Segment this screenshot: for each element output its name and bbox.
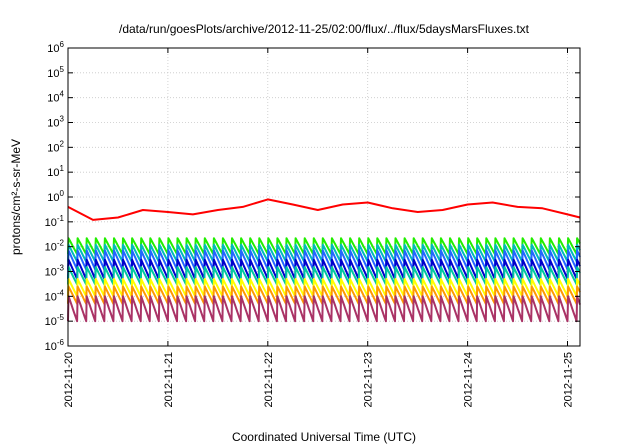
x-tick-label: 2012-11-21: [163, 352, 175, 407]
y-tick-label: 105: [47, 65, 64, 80]
y-tick-label: 106: [47, 40, 64, 55]
series-line-1: [67, 198, 581, 221]
y-tick-label: 100: [47, 189, 64, 204]
y-tick-label: 10-2: [45, 239, 65, 254]
x-tick-label: 2012-11-25: [563, 352, 575, 407]
y-tick-label: 10-1: [45, 214, 65, 229]
series-group: [67, 198, 581, 323]
series-line-9: [67, 295, 581, 323]
y-tick-label: 102: [47, 139, 64, 154]
x-tick-label: 2012-11-24: [463, 352, 475, 407]
chart-title: /data/run/goesPlots/archive/2012-11-25/0…: [119, 22, 530, 36]
y-tick-label: 10-3: [45, 264, 65, 279]
x-tick-label: 2012-11-23: [363, 352, 375, 407]
y-tick-label: 104: [47, 90, 64, 105]
y-axis: 10-6 10-5 10-4 10-3 10-2 10-1 100 101 102 103 104 1…: [45, 40, 580, 353]
y-tick-label: 10-6: [45, 338, 65, 353]
x-tick-label: 2012-11-22: [263, 352, 275, 407]
y-tick-label: 103: [47, 115, 64, 130]
x-axis: 2012-11-20 2012-11-21 2012-11-22 2012-11-23…: [63, 48, 575, 407]
x-axis-label: Coordinated Universal Time (UTC): [232, 430, 416, 444]
x-tick-label: 2012-11-20: [63, 352, 75, 407]
y-tick-label: 101: [47, 164, 64, 179]
y-tick-label: 10-4: [45, 288, 65, 303]
y-tick-label: 10-5: [45, 313, 65, 328]
y-axis-label: protons/cm²-s-sr-MeV: [9, 139, 23, 255]
